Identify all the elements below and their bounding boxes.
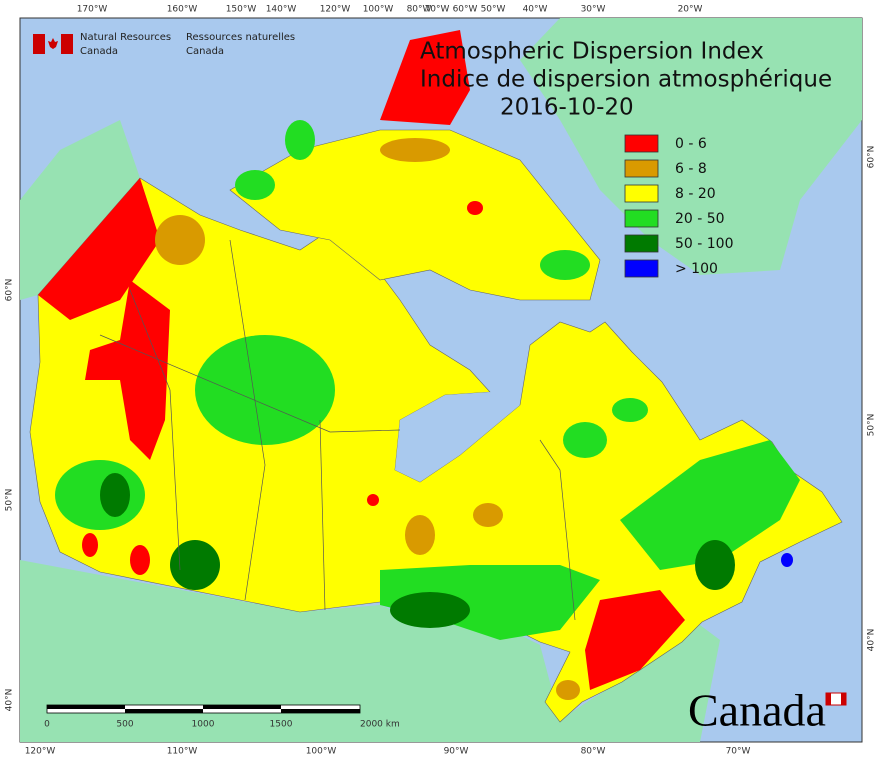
graticule-label: 40°N — [867, 629, 877, 652]
agency-fr: Ressources naturelles — [186, 32, 295, 43]
graticule-label: 70°W — [425, 5, 450, 15]
area-very-high — [390, 592, 470, 628]
graticule-label: 50°N — [5, 489, 15, 512]
area-moderate — [380, 138, 450, 162]
graticule-label: 170°W — [77, 5, 108, 15]
graticule-label: 80°W — [407, 5, 432, 15]
wordmark: Canada — [688, 685, 826, 736]
area-moderate — [155, 215, 205, 265]
province-border — [229, 239, 266, 601]
legend-label: 8 - 20 — [675, 186, 716, 202]
graticule-label: 40°W — [523, 5, 548, 15]
graticule-label: 60°N — [867, 146, 877, 169]
area-high — [620, 440, 800, 570]
title-fr: Indice de dispersion atmosphérique — [420, 67, 832, 93]
legend-swatch — [624, 259, 659, 278]
graticule-label: 100°W — [363, 5, 394, 15]
graticule-label: 40°N — [5, 689, 15, 712]
scale-label: 0 — [44, 720, 50, 730]
title-en: Atmospheric Dispersion Index — [420, 39, 764, 65]
alaska — [20, 120, 140, 300]
legend-label: 6 - 8 — [675, 161, 707, 177]
area-high — [380, 565, 600, 640]
area-high — [195, 335, 335, 445]
area-extreme — [781, 553, 793, 567]
scale-label: 1500 — [270, 720, 293, 730]
graticule-label: 50°W — [481, 5, 506, 15]
legend-label: > 100 — [675, 261, 718, 277]
usa — [20, 560, 720, 742]
legend-swatch — [624, 134, 659, 153]
agency-en: Canada — [80, 46, 118, 57]
hudson-bay — [395, 392, 520, 482]
graticule-label: 80°W — [581, 747, 606, 757]
area-low — [585, 590, 685, 690]
legend-label: 0 - 6 — [675, 136, 707, 152]
scale-label: 2000 km — [360, 720, 400, 730]
area-high — [540, 250, 590, 280]
scale-segment — [281, 709, 360, 713]
greenland — [520, 18, 862, 275]
legend-swatch — [624, 209, 659, 228]
province-border — [129, 289, 181, 571]
province-border — [539, 439, 576, 621]
arctic-islands — [229, 129, 601, 301]
area-low — [85, 280, 170, 460]
graticule-label: 20°W — [678, 5, 703, 15]
area-low — [367, 494, 379, 506]
flag-bar — [61, 34, 73, 54]
graticule-label: 120°W — [25, 747, 56, 757]
graticule-label: 90°W — [444, 747, 469, 757]
graticule-label: 60°N — [5, 279, 15, 302]
area-very-high — [100, 473, 130, 517]
area-high — [563, 422, 607, 458]
graticule-label: 60°W — [453, 5, 478, 15]
area-low — [130, 545, 150, 575]
legend-swatch — [624, 159, 659, 178]
flag-bar — [33, 34, 45, 54]
graticule-label: 120°W — [320, 5, 351, 15]
flag-leaf — [48, 38, 58, 49]
area-low — [467, 201, 483, 215]
area-very-high — [170, 540, 220, 590]
graticule-label: 160°W — [167, 5, 198, 15]
area-moderate — [473, 503, 503, 527]
scale-segment — [203, 705, 281, 709]
wordmark-flag-bar — [841, 693, 846, 705]
graticule-label: 30°W — [581, 5, 606, 15]
graticule-label: 110°W — [167, 747, 198, 757]
legend-label: 20 - 50 — [675, 211, 725, 227]
ellesmere — [380, 30, 470, 125]
graticule-label: 150°W — [226, 5, 257, 15]
province-border — [99, 334, 401, 433]
graticule-label: 50°N — [867, 414, 877, 437]
area-low — [82, 533, 98, 557]
area-high — [612, 398, 648, 422]
scale-label: 1000 — [192, 720, 215, 730]
legend-swatch — [624, 234, 659, 253]
agency-en: Natural Resources — [80, 32, 171, 43]
area-moderate — [556, 680, 580, 700]
agency-fr: Canada — [186, 46, 224, 57]
area-high — [285, 120, 315, 160]
title-date: 2016-10-20 — [500, 95, 634, 121]
wordmark-flag-bar — [826, 693, 831, 705]
area-high — [235, 170, 275, 200]
graticule-label: 140°W — [266, 5, 297, 15]
province-border — [319, 419, 326, 611]
legend-label: 50 - 100 — [675, 236, 734, 252]
legend-swatch — [624, 184, 659, 203]
area-moderate — [405, 515, 435, 555]
area-very-high — [695, 540, 735, 590]
scale-segment — [125, 709, 203, 713]
scale-label: 500 — [116, 720, 133, 730]
graticule-label: 70°W — [726, 747, 751, 757]
scale-segment — [47, 705, 125, 709]
graticule-label: 100°W — [306, 747, 337, 757]
